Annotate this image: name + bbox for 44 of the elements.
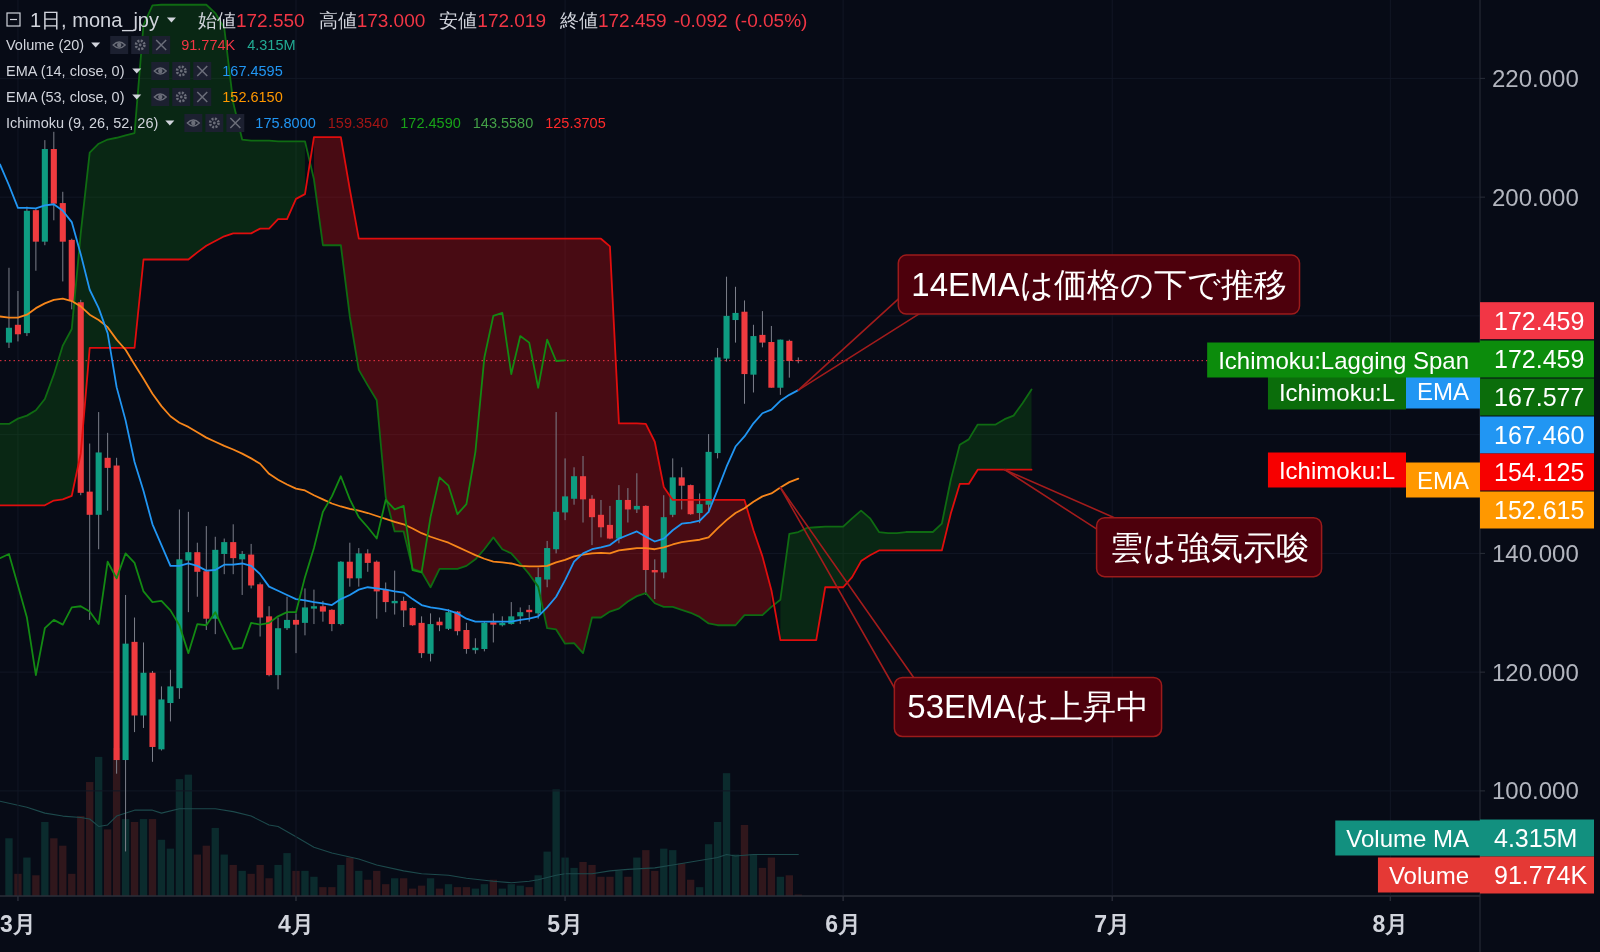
annotation: 4.315M [247, 37, 296, 53]
x-tick-label: 3月 [0, 911, 36, 937]
ref-line-label: 172.459 [1494, 345, 1585, 373]
annotation: Ichimoku (9, 26, 52, 26) [6, 115, 159, 131]
x-tick-label: 7月 [1094, 911, 1131, 937]
text: 4.315M [1494, 824, 1578, 852]
annotation: Volume (20) [6, 37, 85, 53]
annotation: 159.3540 [327, 115, 389, 131]
annotation: 125.3705 [545, 115, 606, 131]
annotation: EMA [1416, 377, 1470, 405]
annotation: 14EMAは価格の下で推移 [911, 266, 1287, 304]
y-tick-label: 100.000 [1492, 777, 1579, 805]
annotation: EMA (14, close, 0) [6, 63, 125, 79]
y-tick-label: 140.000 [1492, 539, 1579, 567]
x-tick-label: 8月 [1372, 911, 1409, 937]
text: 167.460 [1494, 421, 1585, 449]
text: 167.577 [1494, 383, 1585, 411]
annotation: 167.4595 [222, 63, 283, 79]
annotation: Ichimoku:Lagging Span [1218, 346, 1469, 374]
annotation: EMA [1416, 466, 1470, 494]
text: 172.459 [1494, 306, 1585, 335]
annotation: 175.8000 [255, 115, 316, 131]
annotation: 143.5580 [472, 115, 534, 131]
annotation: 91.774K [181, 37, 236, 53]
annotation: 雲は強気示唆 [1109, 528, 1309, 566]
y-tick-label: 200.000 [1492, 183, 1579, 211]
annotation: Volume [1388, 861, 1470, 889]
annotation: Ichimoku:L [1278, 378, 1395, 406]
y-tick-label: 120.000 [1492, 658, 1579, 686]
annotation: EMA (53, close, 0) [6, 89, 125, 105]
annotation: Ichimoku:L [1278, 456, 1395, 484]
x-tick-label: 5月 [547, 911, 583, 937]
annotation: 53EMAは上昇中 [907, 688, 1149, 726]
annotation: 172.4590 [400, 115, 461, 131]
x-tick-label: 6月 [825, 911, 862, 937]
text: 152.615 [1494, 496, 1585, 524]
chart-title: 1日, mona_jpy [30, 9, 159, 32]
text: 154.125 [1494, 458, 1585, 486]
x-tick-label: 4月 [278, 911, 314, 937]
text: 91.774K [1494, 861, 1588, 889]
y-tick-label: 220.000 [1492, 64, 1579, 92]
annotation: 172.459 [598, 9, 667, 31]
annotation: 152.6150 [222, 89, 283, 105]
annotation: Volume MA [1346, 824, 1469, 852]
